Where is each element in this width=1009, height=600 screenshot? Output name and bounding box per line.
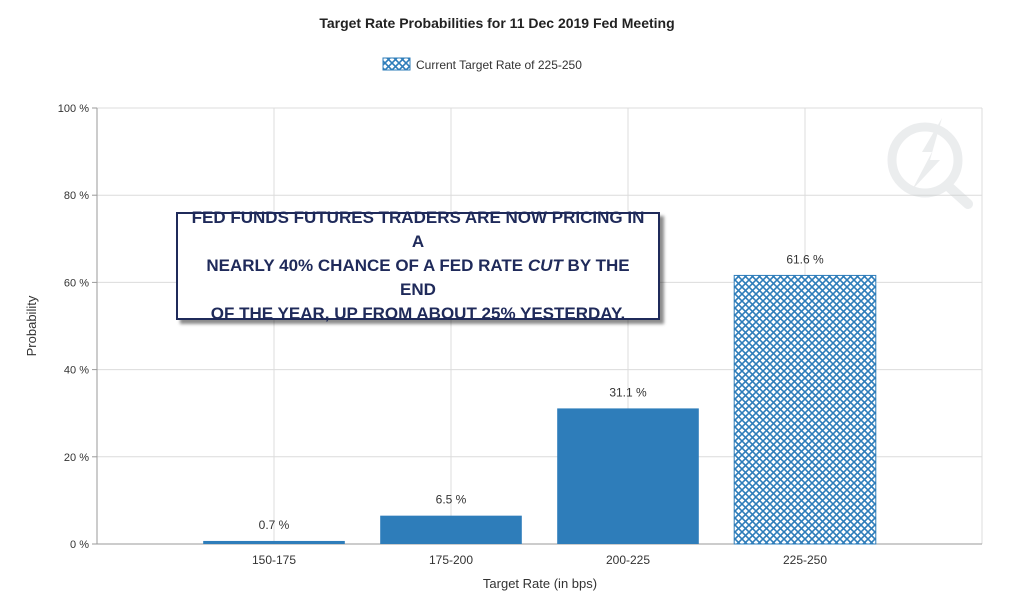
y-tick-label: 80 % [64,190,89,202]
bar-150-175 [203,540,345,544]
y-axis-ticks: 0 % 20 % 40 % 60 % 80 % 100 % [58,103,89,551]
value-label-175-200: 6.5 % [436,493,467,507]
bars [203,274,877,545]
annotation-box: FED FUNDS FUTURES TRADERS ARE NOW PRICIN… [176,208,660,323]
value-label-225-250: 61.6 % [786,252,824,266]
annotation-line-2-end: BY THE END [400,256,630,299]
y-tick-label: 60 % [64,277,89,289]
value-label-150-175: 0.7 % [259,518,290,532]
y-axis-title: Probability [24,295,39,356]
y-tick-label: 100 % [58,103,89,115]
bar-175-200 [380,515,522,544]
annotation-line-3: OF THE YEAR, UP FROM ABOUT 25% YESTERDAY… [210,304,626,323]
value-label-200-225: 31.1 % [609,385,647,399]
x-tick-label-200-225: 200-225 [606,553,650,567]
x-axis-ticks: 150-175 175-200 200-225 225-250 [252,553,827,567]
x-tick-label-175-200: 175-200 [429,553,473,567]
watermark-logo [887,118,973,209]
chart-title: Target Rate Probabilities for 11 Dec 201… [319,15,674,31]
annotation-line-1: FED FUNDS FUTURES TRADERS ARE NOW PRICIN… [191,208,645,251]
x-tick-label-150-175: 150-175 [252,553,296,567]
annotation-text: FED FUNDS FUTURES TRADERS ARE NOW PRICIN… [188,206,648,326]
annotation-line-2-start: NEARLY 40% CHANCE OF A FED RATE [206,256,528,275]
bar-200-225 [557,408,699,544]
legend: Current Target Rate of 225-250 [382,57,582,72]
y-tick-label: 20 % [64,452,89,464]
legend-swatch [382,57,411,71]
annotation-line-2-emphasis: CUT [527,256,563,275]
legend-label: Current Target Rate of 225-250 [416,58,582,72]
bar-225-250 [733,274,877,545]
y-tick-label: 40 % [64,365,89,377]
value-labels: 0.7 % 6.5 % 31.1 % 61.6 % [259,252,824,532]
x-axis-title: Target Rate (in bps) [483,576,597,591]
x-tick-label-225-250: 225-250 [783,553,827,567]
y-tick-label: 0 % [70,539,89,551]
